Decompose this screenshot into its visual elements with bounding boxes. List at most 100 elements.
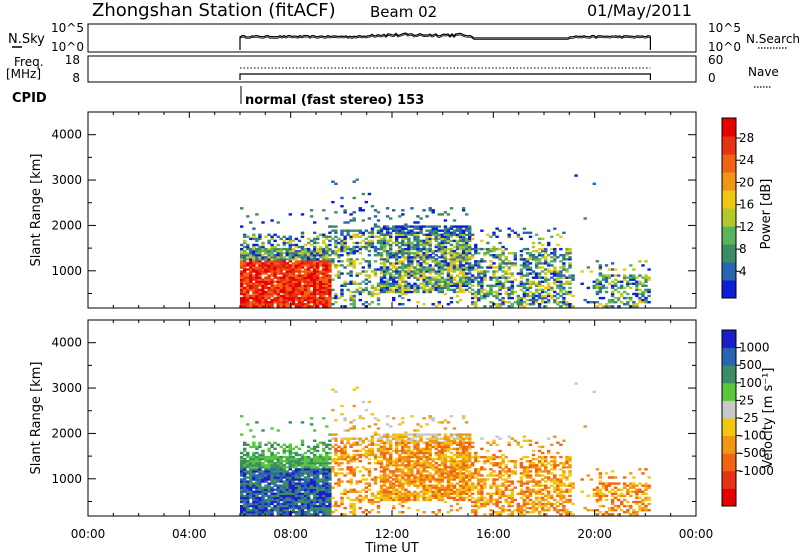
velocity-cell — [313, 464, 317, 467]
velocity-cell — [471, 445, 475, 449]
power-cell — [443, 241, 448, 245]
power-cell — [407, 243, 411, 247]
velocity-cell — [249, 509, 253, 512]
power-cell — [632, 282, 636, 285]
power-cell — [316, 296, 320, 300]
power-cell — [240, 303, 244, 306]
power-cell — [264, 280, 268, 283]
power-cell — [407, 258, 411, 261]
power-cell — [434, 272, 438, 275]
velocity-cell — [480, 486, 484, 489]
velocity-cell — [349, 427, 353, 430]
velocity-cell — [261, 513, 265, 516]
power-cell — [413, 286, 417, 290]
velocity-cell — [401, 488, 405, 491]
power-cell — [413, 256, 417, 259]
power-cell — [300, 274, 305, 277]
power-cell — [322, 264, 326, 267]
velocity-cell — [395, 492, 399, 495]
power-cell — [285, 276, 289, 279]
velocity-cell — [458, 460, 463, 463]
velocity-cell — [300, 509, 305, 512]
velocity-cell — [495, 500, 499, 504]
velocity-cell — [419, 455, 423, 459]
velocity-cell — [346, 460, 350, 463]
power-cell — [316, 288, 320, 292]
velocity-cell — [358, 437, 362, 440]
power-cell — [477, 270, 481, 273]
power-cell — [401, 276, 405, 279]
velocity-cell — [294, 486, 299, 489]
velocity-cell — [398, 468, 402, 471]
velocity-cell — [379, 470, 384, 473]
power-cell — [389, 272, 393, 275]
velocity-cell — [446, 482, 451, 485]
velocity-cell — [240, 490, 244, 493]
velocity-cell — [401, 464, 405, 467]
velocity-cell — [276, 494, 280, 498]
power-cell — [598, 286, 603, 290]
velocity-cell — [468, 464, 472, 467]
power-cell — [303, 270, 308, 273]
power-cell — [644, 274, 648, 277]
velocity-cell — [343, 455, 347, 459]
velocity-cell — [303, 492, 308, 495]
power-cell — [513, 258, 517, 261]
power-cell — [385, 268, 390, 271]
power-cell — [255, 270, 259, 273]
velocity-cell — [291, 466, 296, 469]
velocity-cell — [291, 484, 296, 487]
velocity-cell — [252, 470, 256, 473]
velocity-cell — [364, 509, 368, 512]
velocity-cell — [434, 480, 438, 483]
power-cell — [395, 260, 399, 263]
velocity-cell — [392, 470, 396, 473]
power-cell — [319, 301, 323, 304]
velocity-cell — [392, 498, 396, 502]
power-cell — [276, 280, 280, 283]
velocity-cell — [474, 498, 478, 502]
velocity-cell — [367, 451, 372, 455]
velocity-cell — [297, 492, 302, 495]
power-cell — [249, 256, 253, 259]
velocity-cell — [258, 502, 262, 506]
power-cell — [440, 278, 444, 281]
velocity-cell — [465, 453, 469, 457]
power-cell — [264, 301, 268, 304]
power-cell — [364, 282, 368, 285]
power-cell — [294, 268, 299, 271]
power-cell — [547, 294, 551, 298]
power-cell — [413, 272, 417, 275]
velocity-cell — [455, 492, 460, 495]
power-cell — [465, 260, 469, 263]
velocity-cell — [431, 486, 435, 489]
velocity-cell — [486, 449, 490, 453]
power-cell — [480, 288, 484, 292]
velocity-cell — [264, 480, 268, 483]
power-cell — [504, 276, 508, 279]
velocity-cell — [437, 445, 441, 449]
power-cell — [434, 233, 438, 236]
power-cell — [249, 252, 253, 255]
y-tick-label: 4000 — [51, 128, 82, 142]
power-cell — [300, 233, 305, 236]
power-cell — [504, 290, 508, 294]
power-cell — [525, 266, 530, 269]
power-cell — [334, 235, 338, 238]
power-cell — [379, 229, 384, 232]
velocity-cell — [446, 439, 451, 442]
velocity-cell — [243, 509, 247, 512]
velocity-cell — [404, 449, 408, 453]
power-cell — [370, 284, 375, 287]
velocity-cell — [300, 457, 305, 461]
power-cell — [322, 272, 326, 275]
power-cell — [325, 282, 329, 285]
velocity-cell — [468, 498, 472, 502]
velocity-cell — [285, 474, 289, 477]
power-cell — [544, 249, 548, 253]
power-cell — [322, 282, 326, 285]
power-cell — [568, 282, 572, 285]
power-cell — [398, 290, 402, 294]
velocity-cell — [425, 486, 429, 489]
velocity-cell — [443, 447, 448, 451]
